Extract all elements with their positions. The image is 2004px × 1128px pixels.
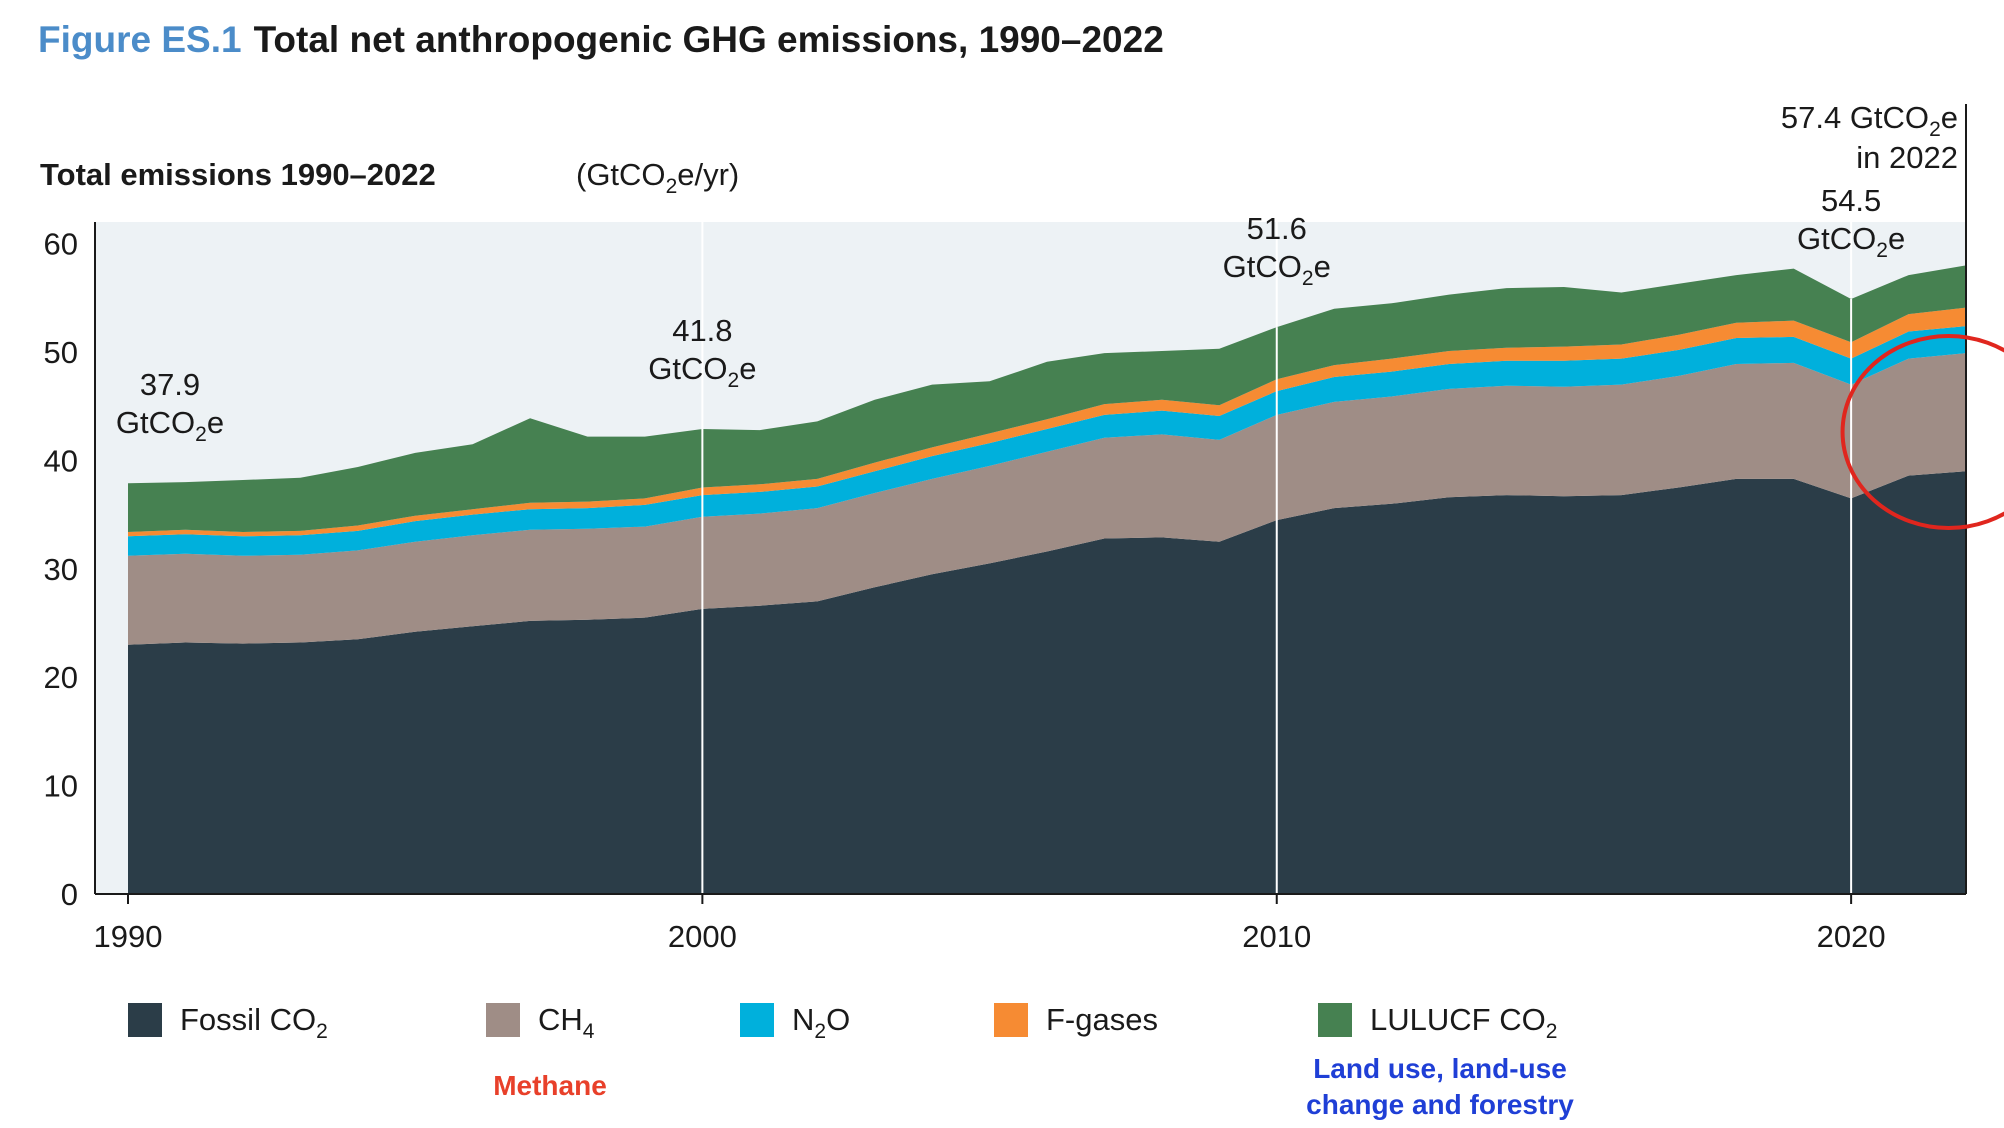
y-tick-label: 50 — [44, 335, 78, 370]
annotation-unit: GtCO2e — [648, 351, 756, 392]
highlight-circle — [1840, 334, 2004, 530]
annotation-2022-value: 57.4 GtCO2e — [1781, 100, 1958, 141]
y-tick-label: 40 — [44, 443, 78, 478]
legend-note-1: Methane — [493, 1070, 607, 1101]
legend-label: N2O — [792, 1002, 850, 1043]
x-tick-label: 2000 — [668, 919, 737, 954]
annotation-value: 41.8 — [672, 313, 732, 348]
legend-label: Fossil CO2 — [180, 1002, 328, 1043]
area-n2o — [128, 326, 1966, 556]
legend-note-4: Land use, land-use change and forestry — [1306, 1053, 1574, 1120]
y-tick-label: 10 — [44, 769, 78, 804]
annotation-unit: GtCO2e — [1797, 221, 1905, 262]
legend-label: F-gases — [1046, 1002, 1158, 1037]
annotation-unit: GtCO2e — [1223, 249, 1331, 290]
stacked-areas — [128, 265, 1966, 894]
figure-title-text: Total net anthropogenic GHG emissions, 1… — [254, 19, 1164, 60]
annotation-2022-note: in 2022 — [1856, 140, 1958, 175]
y-tick-label: 30 — [44, 552, 78, 587]
legend-swatch — [740, 1003, 774, 1037]
legend-note-text: Land use, land-use — [1313, 1053, 1567, 1084]
annotations: 37.9GtCO2e41.8GtCO2e51.6GtCO2e54.5GtCO2e… — [116, 100, 2004, 894]
figure-label: Figure ES.1 — [38, 19, 242, 60]
legend-item-2: N2O — [740, 1002, 850, 1043]
legend-label: LULUCF CO2 — [1370, 1002, 1557, 1043]
panel-title: Total emissions 1990–2022 — [40, 157, 436, 192]
annotation-value: 37.9 — [140, 367, 200, 402]
legend-label: CH4 — [538, 1002, 595, 1043]
x-tick-label: 1990 — [94, 919, 163, 954]
area-fossil-co2 — [128, 471, 1966, 894]
legend-note-text: Methane — [493, 1070, 607, 1101]
legend-note-text: change and forestry — [1306, 1089, 1574, 1120]
legend-item-4: LULUCF CO2 — [1318, 1002, 1557, 1043]
axes: 0 10 20 30 40 50 60 1990 2000 2010 2020 — [44, 222, 1966, 954]
legend-swatch — [486, 1003, 520, 1037]
x-tick-label: 2020 — [1817, 919, 1886, 954]
area-ch4 — [128, 353, 1966, 645]
annotation-unit: GtCO2e — [116, 405, 224, 446]
figure-title: Figure ES.1 Total net anthropogenic GHG e… — [38, 19, 1164, 60]
legend-item-3: F-gases — [994, 1002, 1158, 1037]
area-f-gases — [128, 307, 1966, 537]
legend-swatch — [1318, 1003, 1352, 1037]
y-tick-label: 0 — [61, 877, 78, 912]
legend-swatch — [994, 1003, 1028, 1037]
annotation-value: 54.5 — [1821, 183, 1881, 218]
legend: Fossil CO2 CH4 N2O F-gases LULUCF CO2 Methane… — [128, 1002, 1574, 1120]
legend-item-0: Fossil CO2 — [128, 1002, 328, 1043]
legend-swatch — [128, 1003, 162, 1037]
annotation-value: 51.6 — [1247, 211, 1307, 246]
legend-item-1: CH4 — [486, 1002, 595, 1043]
unit-label: (GtCO2e/yr) — [576, 157, 739, 198]
area-lulucf-co2 — [128, 265, 1966, 532]
x-tick-label: 2010 — [1242, 919, 1311, 954]
y-tick-label: 20 — [44, 660, 78, 695]
y-tick-label: 60 — [44, 227, 78, 262]
